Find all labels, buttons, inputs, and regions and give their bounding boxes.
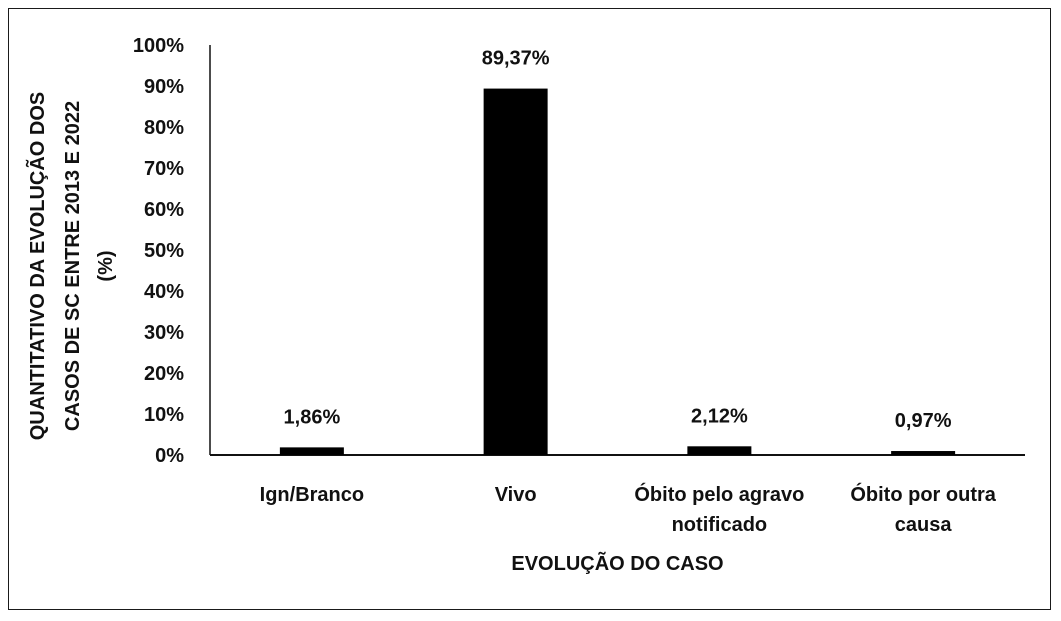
x-category-label: Óbito pelo agravo — [634, 482, 804, 506]
y-tick-label: 40% — [144, 281, 184, 303]
y-tick-label: 0% — [155, 445, 184, 467]
data-label: 2,12% — [691, 405, 748, 427]
data-label: 89,37% — [482, 48, 550, 70]
x-category-label: Óbito por outra — [850, 482, 996, 506]
data-labels: 1,86% 89,37% 2,12% 0,97% — [284, 48, 952, 432]
bar — [891, 451, 956, 455]
y-tick-label: 80% — [144, 117, 184, 139]
bar — [279, 447, 344, 455]
x-axis-title: EVOLUÇÃO DO CASO — [511, 552, 723, 575]
x-category-labels: Ign/Branco Vivo Óbito pelo agravo notificad… — [260, 482, 997, 536]
y-tick-label: 50% — [144, 240, 184, 262]
x-category-label: notificado — [672, 514, 768, 536]
y-axis-title-line: CASOS DE SC ENTRE 2013 E 2022 — [62, 101, 84, 431]
y-axis-title: QUANTITATIVO DA EVOLUÇÃO DOS CASOS DE SC … — [26, 92, 117, 441]
y-axis-title-line: (%) — [95, 250, 117, 281]
bars — [279, 88, 956, 455]
bar — [687, 446, 752, 455]
y-tick-label: 70% — [144, 158, 184, 180]
y-tick-label: 10% — [144, 404, 184, 426]
y-axis-title-line: QUANTITATIVO DA EVOLUÇÃO DOS — [26, 92, 49, 441]
bar — [483, 88, 548, 455]
data-label: 1,86% — [284, 406, 341, 428]
y-tick-label: 100% — [133, 35, 184, 57]
y-tick-label: 20% — [144, 363, 184, 385]
x-category-label: Ign/Branco — [260, 484, 364, 506]
y-tick-label: 30% — [144, 322, 184, 344]
y-tick-label: 90% — [144, 76, 184, 98]
x-category-label: Vivo — [495, 484, 537, 506]
y-axis-ticks: 0% 10% 20% 30% 40% 50% 60% 70% 80% 90% 100% — [133, 35, 184, 467]
data-label: 0,97% — [895, 410, 952, 432]
x-category-label: causa — [895, 514, 953, 536]
y-tick-label: 60% — [144, 199, 184, 221]
